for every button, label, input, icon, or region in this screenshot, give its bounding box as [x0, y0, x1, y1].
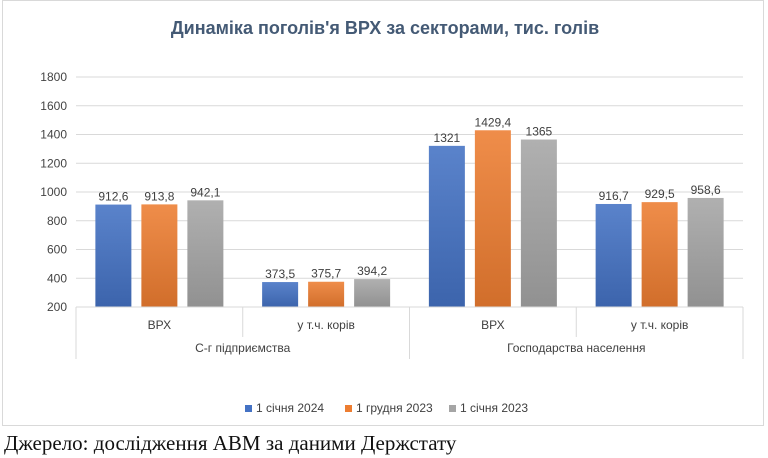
- data-label: 394,2: [357, 264, 387, 278]
- data-label: 1365: [526, 125, 553, 139]
- bar: [187, 200, 224, 307]
- legend-item: 1 січня 2024: [245, 401, 324, 415]
- category-label: у т.ч. корів: [631, 318, 689, 332]
- legend-item: 1 грудня 2023: [345, 401, 433, 415]
- data-label: 1429,4: [475, 115, 512, 129]
- data-label: 912,6: [98, 190, 128, 204]
- x-axis: ВРХ у т.ч. корів ВРХ у т.ч. корів С-г підпри…: [75, 306, 744, 359]
- bar: [95, 204, 132, 307]
- y-tick-label: 400: [47, 271, 67, 285]
- bar: [474, 130, 511, 307]
- legend-item: 1 січня 2023: [449, 401, 528, 415]
- data-label: 1321: [434, 131, 461, 145]
- category-label: у т.ч. корів: [297, 318, 355, 332]
- legend-label: 1 грудня 2023: [356, 401, 433, 415]
- bar: [641, 202, 678, 307]
- group-label: С-г підприємства: [195, 341, 291, 355]
- y-tick-label: 800: [47, 214, 67, 228]
- bar: [687, 197, 724, 307]
- y-tick-label: 1600: [40, 99, 67, 113]
- data-label: 916,7: [599, 189, 629, 203]
- category-label: ВРХ: [148, 318, 171, 332]
- data-label: 958,6: [691, 183, 721, 197]
- category-label: ВРХ: [481, 318, 504, 332]
- data-label: 942,1: [190, 185, 220, 199]
- y-tick-label: 1800: [40, 70, 67, 84]
- source-note: Джерело: дослідження АВМ за даними Держс…: [4, 431, 457, 455]
- legend-label: 1 січня 2024: [256, 401, 324, 415]
- y-tick-label: 1200: [40, 156, 67, 170]
- data-labels: 912,6 373,5 1321 916,7 913,8 375,7 1429,4 929,5…: [98, 115, 721, 281]
- y-tick-label: 200: [47, 300, 67, 314]
- bar: [141, 204, 178, 307]
- bars: [95, 130, 724, 307]
- bar: [262, 282, 299, 307]
- bar: [354, 279, 391, 307]
- data-label: 929,5: [645, 187, 675, 201]
- y-tick-label: 600: [47, 243, 67, 257]
- data-label: 375,7: [311, 267, 341, 281]
- chart-frame: Динаміка поголів'я ВРХ за секторами, тис…: [2, 0, 764, 426]
- y-tick-label: 1000: [40, 185, 67, 199]
- bar: [520, 139, 557, 307]
- legend-swatch: [245, 405, 252, 412]
- bar: [428, 145, 465, 307]
- group-label: Господарства населення: [507, 341, 645, 355]
- y-axis: 200 400 600 800 1000 1200 1400 1600 1800: [40, 70, 67, 314]
- bar: [308, 281, 345, 307]
- legend: 1 січня 2024 1 грудня 2023 1 січня 2023: [245, 401, 528, 415]
- gridlines: [76, 76, 743, 308]
- chart-title: Динаміка поголів'я ВРХ за секторами, тис…: [171, 18, 599, 38]
- y-tick-label: 1400: [40, 128, 67, 142]
- data-label: 913,8: [144, 189, 174, 203]
- legend-swatch: [449, 405, 456, 412]
- data-label: 373,5: [265, 267, 295, 281]
- legend-label: 1 січня 2023: [460, 401, 528, 415]
- legend-swatch: [345, 405, 352, 412]
- chart: Динаміка поголів'я ВРХ за секторами, тис…: [40, 18, 744, 415]
- bar: [595, 203, 632, 307]
